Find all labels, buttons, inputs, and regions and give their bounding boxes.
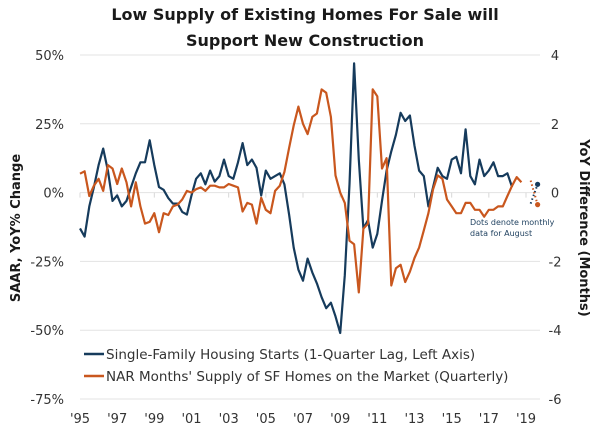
y-left-tick-label: 25%: [35, 118, 64, 133]
y-axis-left: 50% 25% 0% -25% -50% -75%: [30, 49, 64, 408]
y-right-tick-label: -4: [549, 324, 562, 339]
x-axis: '95 '97 '99 '01 '03 '05 '07 '09 '11 '13 '15 '17 '19: [70, 412, 536, 427]
legend-label-nar-supply: NAR Months' Supply of SF Homes on the Ma…: [106, 369, 508, 385]
legend-label-housing-starts: Single-Family Housing Starts (1-Quarter …: [106, 347, 475, 363]
monthly-dot: [535, 202, 541, 208]
y-right-tick-label: -2: [549, 255, 562, 270]
y-left-tick-label: 0%: [43, 187, 64, 202]
x-tick-label: '19: [516, 412, 536, 427]
gridlines: [79, 54, 540, 400]
chart-title-line-2: Support New Construction: [186, 31, 424, 50]
y-left-tick-label: -75%: [30, 393, 64, 408]
y-right-tick-label: 2: [551, 118, 559, 133]
x-tick-label: '07: [293, 412, 313, 427]
series-group: [79, 62, 541, 335]
monthly-dot: [535, 181, 541, 187]
x-tick-label: '05: [256, 412, 276, 427]
y-axis-right-label: YoY Difference (Months): [576, 138, 591, 316]
x-tick-label: '09: [330, 412, 350, 427]
y-axis-right: 4 2 0 -2 -4 -6: [549, 49, 562, 408]
x-tick-label: '15: [442, 412, 462, 427]
y-left-tick-label: 50%: [35, 49, 64, 64]
x-tick-label: '99: [144, 412, 164, 427]
x-tick-label: '13: [404, 412, 424, 427]
series-line-housing-starts: [79, 62, 514, 335]
y-right-tick-label: 4: [551, 49, 559, 64]
y-left-tick-label: -25%: [30, 255, 64, 270]
x-tick-label: '03: [219, 412, 239, 427]
x-tick-label: '01: [181, 412, 201, 427]
y-left-tick-label: -50%: [30, 324, 64, 339]
chart-title-line-1: Low Supply of Existing Homes For Sale wi…: [111, 5, 498, 24]
dotted-extension: [529, 180, 539, 205]
legend: Single-Family Housing Starts (1-Quarter …: [84, 347, 508, 385]
x-tick-label: '95: [70, 412, 90, 427]
y-axis-left-label: SAAR, YoY% Change: [9, 154, 24, 302]
x-tick-label: '97: [107, 412, 127, 427]
x-tick-label: '11: [367, 412, 387, 427]
y-right-tick-label: 0: [551, 187, 559, 202]
annotation-line-2: data for August: [470, 229, 532, 238]
dotted-extension: [529, 184, 539, 204]
series-line-nar-supply: [79, 88, 523, 294]
y-right-tick-label: -6: [549, 393, 562, 408]
x-tick-label: '17: [479, 412, 499, 427]
annotation-line-1: Dots denote monthly: [470, 218, 555, 227]
